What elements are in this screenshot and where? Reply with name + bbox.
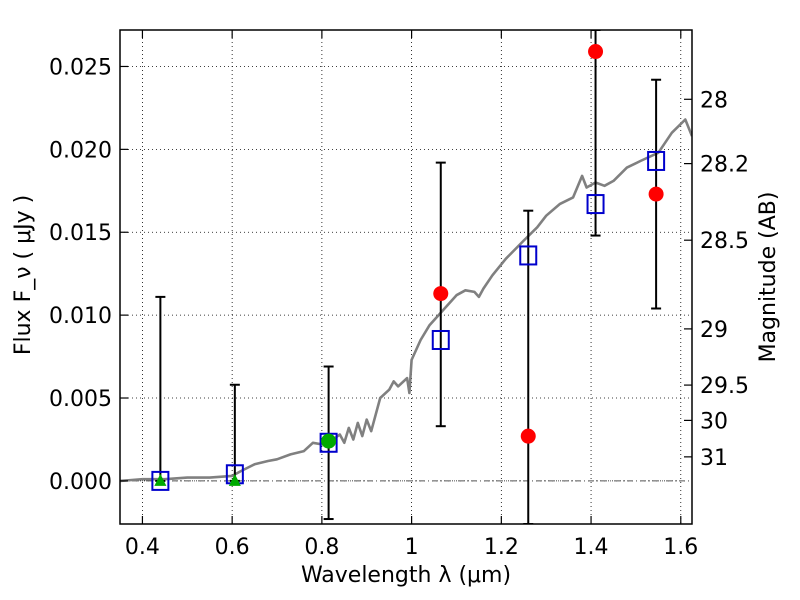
x-tick-label: 1.4 <box>574 535 609 560</box>
x-tick-label: 1.6 <box>663 535 698 560</box>
data-layer <box>120 30 692 524</box>
y2-tick-label: 30 <box>700 409 728 434</box>
upper-limit-triangle <box>228 473 241 486</box>
model-spectrum-line <box>120 118 692 483</box>
y2-axis-title: Magnitude (AB) <box>756 192 781 363</box>
observed-flux-point <box>588 44 604 60</box>
x-tick-label: 0.6 <box>215 535 250 560</box>
y2-tick-label: 28.2 <box>700 153 749 178</box>
model-flux-square <box>519 245 538 266</box>
y-axis-right: 28 28.2 28.5 29 29.5 30 31 <box>684 88 749 471</box>
y2-tick-label: 29.5 <box>700 374 749 399</box>
plot-frame <box>119 29 693 525</box>
upper-limit-triangle <box>154 473 167 486</box>
y-tick-label: 0.025 <box>49 55 112 80</box>
observed-flux-point <box>520 428 536 444</box>
y-tick-label: 0.005 <box>49 387 112 412</box>
model-flux-square <box>151 470 170 491</box>
y-tick-label: 0.000 <box>49 470 112 495</box>
grid-lines <box>120 30 692 524</box>
y-tick-label: 0.020 <box>49 138 112 163</box>
model-flux-square <box>586 194 605 215</box>
y-axis-title: Flux F_ν ( μJy ) <box>11 195 36 355</box>
y2-tick-label: 31 <box>700 446 728 471</box>
y-axis-left: 0.000 0.005 0.010 0.015 0.020 0.025 <box>49 55 128 495</box>
y-tick-label: 0.015 <box>49 221 112 246</box>
x-tick-label: 0.4 <box>125 535 160 560</box>
observed-flux-point <box>648 186 664 202</box>
observed-flux-point <box>433 286 449 302</box>
y2-tick-label: 29 <box>700 318 728 343</box>
y-tick-label: 0.010 <box>49 304 112 329</box>
series-group <box>120 30 692 524</box>
x-axis: 0.4 0.6 0.8 1 1.2 1.4 1.6 <box>125 30 698 560</box>
y2-tick-label: 28 <box>700 88 728 113</box>
observed-flux-point-green <box>321 433 337 449</box>
y2-tick-label: 28.5 <box>700 229 749 254</box>
model-flux-square <box>647 150 666 171</box>
x-tick-label: 1.2 <box>484 535 519 560</box>
x-tick-label: 1 <box>405 535 419 560</box>
x-axis-title: Wavelength λ (μm) <box>301 563 511 588</box>
x-tick-label: 0.8 <box>304 535 339 560</box>
model-flux-square <box>431 329 450 350</box>
